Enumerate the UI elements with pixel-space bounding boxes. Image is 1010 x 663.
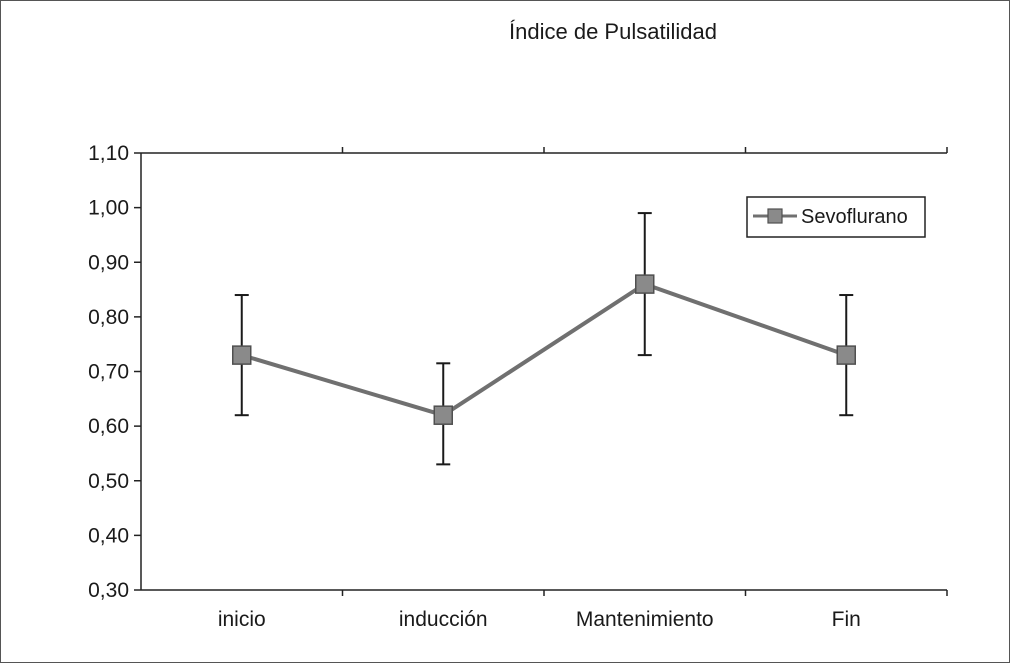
axes: 0,30 0,40 0,50 0,60 0,70 0,80 0,90 1,00 1,10 inic… bbox=[88, 142, 948, 631]
y-tick-label: 0,70 bbox=[88, 361, 129, 384]
data-point bbox=[232, 345, 252, 365]
legend-label-sevoflurano: Sevoflurano bbox=[801, 206, 908, 228]
y-tick-label: 0,40 bbox=[88, 524, 129, 547]
x-tick-label: inicio bbox=[218, 608, 266, 631]
x-tick-label: inducción bbox=[399, 608, 488, 631]
x-tick-label: Mantenimiento bbox=[576, 608, 714, 631]
data-point bbox=[635, 274, 655, 294]
series-line bbox=[241, 281, 847, 418]
series-layer bbox=[232, 212, 856, 466]
data-point bbox=[433, 405, 453, 425]
legend-marker-swatch bbox=[767, 208, 783, 224]
y-tick-label: 0,90 bbox=[88, 251, 129, 274]
y-tick-label: 0,50 bbox=[88, 470, 129, 493]
chart-title: Índice de Pulsatilidad bbox=[509, 19, 717, 44]
legend: Sevoflurano bbox=[746, 196, 926, 238]
y-tick-label: 1,00 bbox=[88, 197, 129, 220]
y-tick-label: 0,80 bbox=[88, 306, 129, 329]
y-tick-label: 1,10 bbox=[88, 142, 129, 165]
x-tick-label: Fin bbox=[832, 608, 861, 631]
y-tick-label: 0,60 bbox=[88, 415, 129, 438]
data-point bbox=[836, 345, 856, 365]
y-tick-label: 0,30 bbox=[88, 579, 129, 602]
